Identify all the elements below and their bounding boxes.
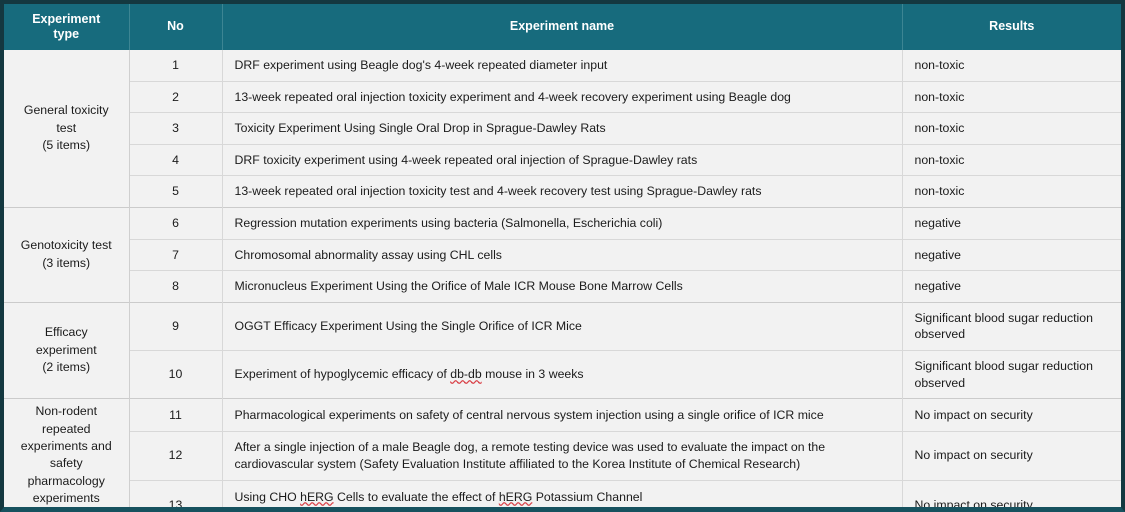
cell-result: negative [901,206,1121,240]
cell-result: non-toxic [901,175,1121,208]
spellcheck-underline: hERG [498,489,533,504]
cell-no: 12 [129,430,223,481]
cell-experiment-name: Chromosomal abnormality assay using CHL … [222,238,903,271]
table-body: General toxicity test (5 items) 1 DRF expe… [4,50,1121,507]
column-header-no: No [129,4,223,50]
cell-experiment-type: Efficacy experiment (2 items) [4,301,130,399]
spellcheck-underline: hERG [300,489,334,504]
cell-result: Significant blood sugar reduction observ… [901,349,1121,399]
table-row: 4 DRF toxicity experiment using 4-week re… [4,143,1121,176]
cell-no: 13 [129,479,223,507]
cell-no: 10 [129,349,223,399]
column-header-experiment-type: Experiment type [4,4,130,50]
cell-result: No impact on security [901,398,1121,431]
table-row: 2 13-week repeated oral injection toxicit… [4,80,1121,113]
cell-experiment-type: Genotoxicity test (3 items) [4,206,130,303]
cell-experiment-name: OGGT Efficacy Experiment Using the Singl… [222,301,903,351]
table-row: 13 Using CHO hERG Cells to evaluate the e… [4,479,1121,507]
table-row: 10 Experiment of hypoglycemic efficacy of… [4,349,1121,399]
cell-no: 9 [129,301,223,351]
cell-no: 5 [129,175,223,208]
table-row: 5 13-week repeated oral injection toxicit… [4,175,1121,208]
table-row: Non-rodent repeated experiments and safe… [4,398,1121,507]
spellcheck-underline: db-db [450,367,482,382]
cell-experiment-name: Regression mutation experiments using ba… [222,206,903,240]
cell-no: 6 [129,206,223,240]
cell-result: No impact on security [901,479,1121,507]
table-row: 12 After a single injection of a male Bea… [4,430,1121,481]
column-header-experiment-name: Experiment name [222,4,903,50]
cell-experiment-name: Using CHO hERG Cells to evaluate the eff… [222,479,903,507]
cell-experiment-name: Toxicity Experiment Using Single Oral Dr… [222,112,903,145]
cell-result: negative [901,238,1121,271]
cell-no: 2 [129,80,223,113]
cell-result: non-toxic [901,80,1121,113]
table-row: 3 Toxicity Experiment Using Single Oral D… [4,112,1121,145]
cell-experiment-name: Micronucleus Experiment Using the Orific… [222,270,903,303]
cell-result: Significant blood sugar reduction observ… [901,301,1121,351]
table-header: Experiment type No Experiment name Resul… [4,4,1121,50]
cell-experiment-type: Non-rodent repeated experiments and safe… [4,398,130,507]
cell-no: 11 [129,398,223,431]
column-header-results: Results [902,4,1121,50]
table-row: Efficacy experiment (2 items) 9 OGGT Effic… [4,301,1121,399]
cell-no: 1 [129,50,223,82]
table-row: Genotoxicity test (3 items) 6 Regression m… [4,206,1121,303]
cell-result: negative [901,270,1121,303]
cell-experiment-name: 13-week repeated oral injection toxicity… [222,80,903,113]
experiment-summary-table: Experiment type No Experiment name Resul… [4,4,1121,507]
table-row: 8 Micronucleus Experiment Using the Orifi… [4,270,1121,303]
cell-result: No impact on security [901,430,1121,481]
cell-experiment-name: After a single injection of a male Beagl… [222,430,903,481]
cell-no: 8 [129,270,223,303]
cell-experiment-name: DRF toxicity experiment using 4-week rep… [222,143,903,176]
table-row: General toxicity test (5 items) 1 DRF expe… [4,50,1121,208]
cell-experiment-name: Experiment of hypoglycemic efficacy of d… [222,349,903,399]
cell-experiment-name: DRF experiment using Beagle dog's 4-week… [222,50,903,82]
cell-experiment-name: Pharmacological experiments on safety of… [222,398,903,431]
table-row: 7 Chromosomal abnormality assay using CHL… [4,238,1121,271]
header-row: Experiment type No Experiment name Resul… [4,4,1121,50]
cell-no: 7 [129,238,223,271]
cell-result: non-toxic [901,143,1121,176]
cell-experiment-type: General toxicity test (5 items) [4,50,130,208]
cell-experiment-name: 13-week repeated oral injection toxicity… [222,175,903,208]
cell-result: non-toxic [901,112,1121,145]
cell-no: 3 [129,112,223,145]
cell-no: 4 [129,143,223,176]
cell-result: non-toxic [901,50,1121,82]
